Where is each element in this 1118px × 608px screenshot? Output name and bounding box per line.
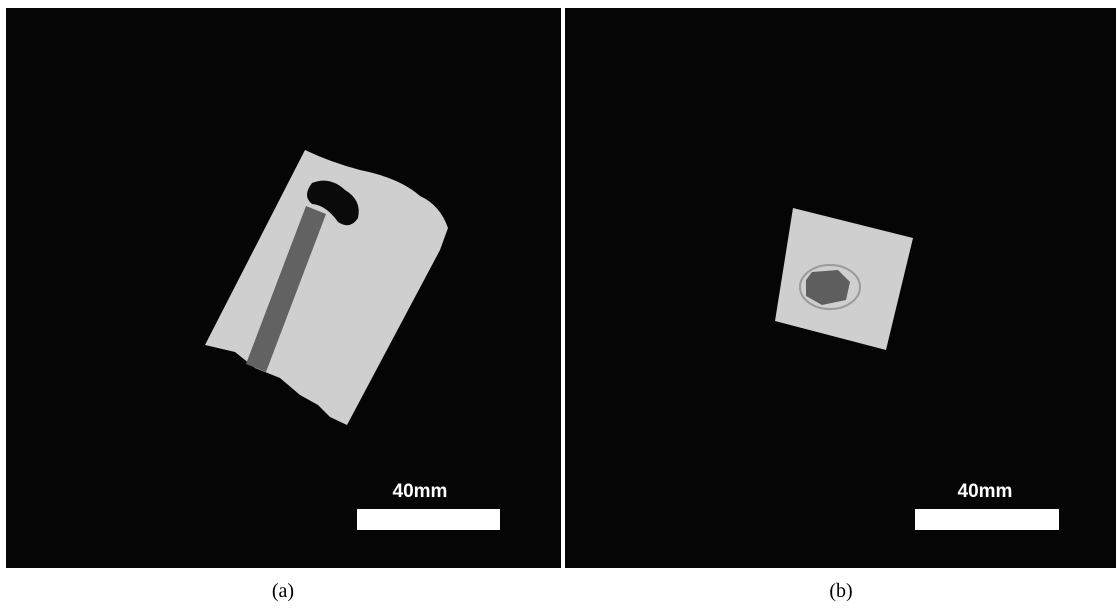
figure: 40mm 40mm (a) (b) (0, 0, 1118, 608)
caption: (a) (272, 580, 294, 602)
scale-bar (357, 509, 500, 530)
caption: (b) (829, 580, 852, 602)
panel-b: 40mm (565, 8, 1116, 568)
scale-label: 40mm (958, 481, 1013, 502)
scale-bar (915, 509, 1059, 530)
scale-label: 40mm (393, 481, 448, 502)
panel-a: 40mm (6, 8, 561, 568)
